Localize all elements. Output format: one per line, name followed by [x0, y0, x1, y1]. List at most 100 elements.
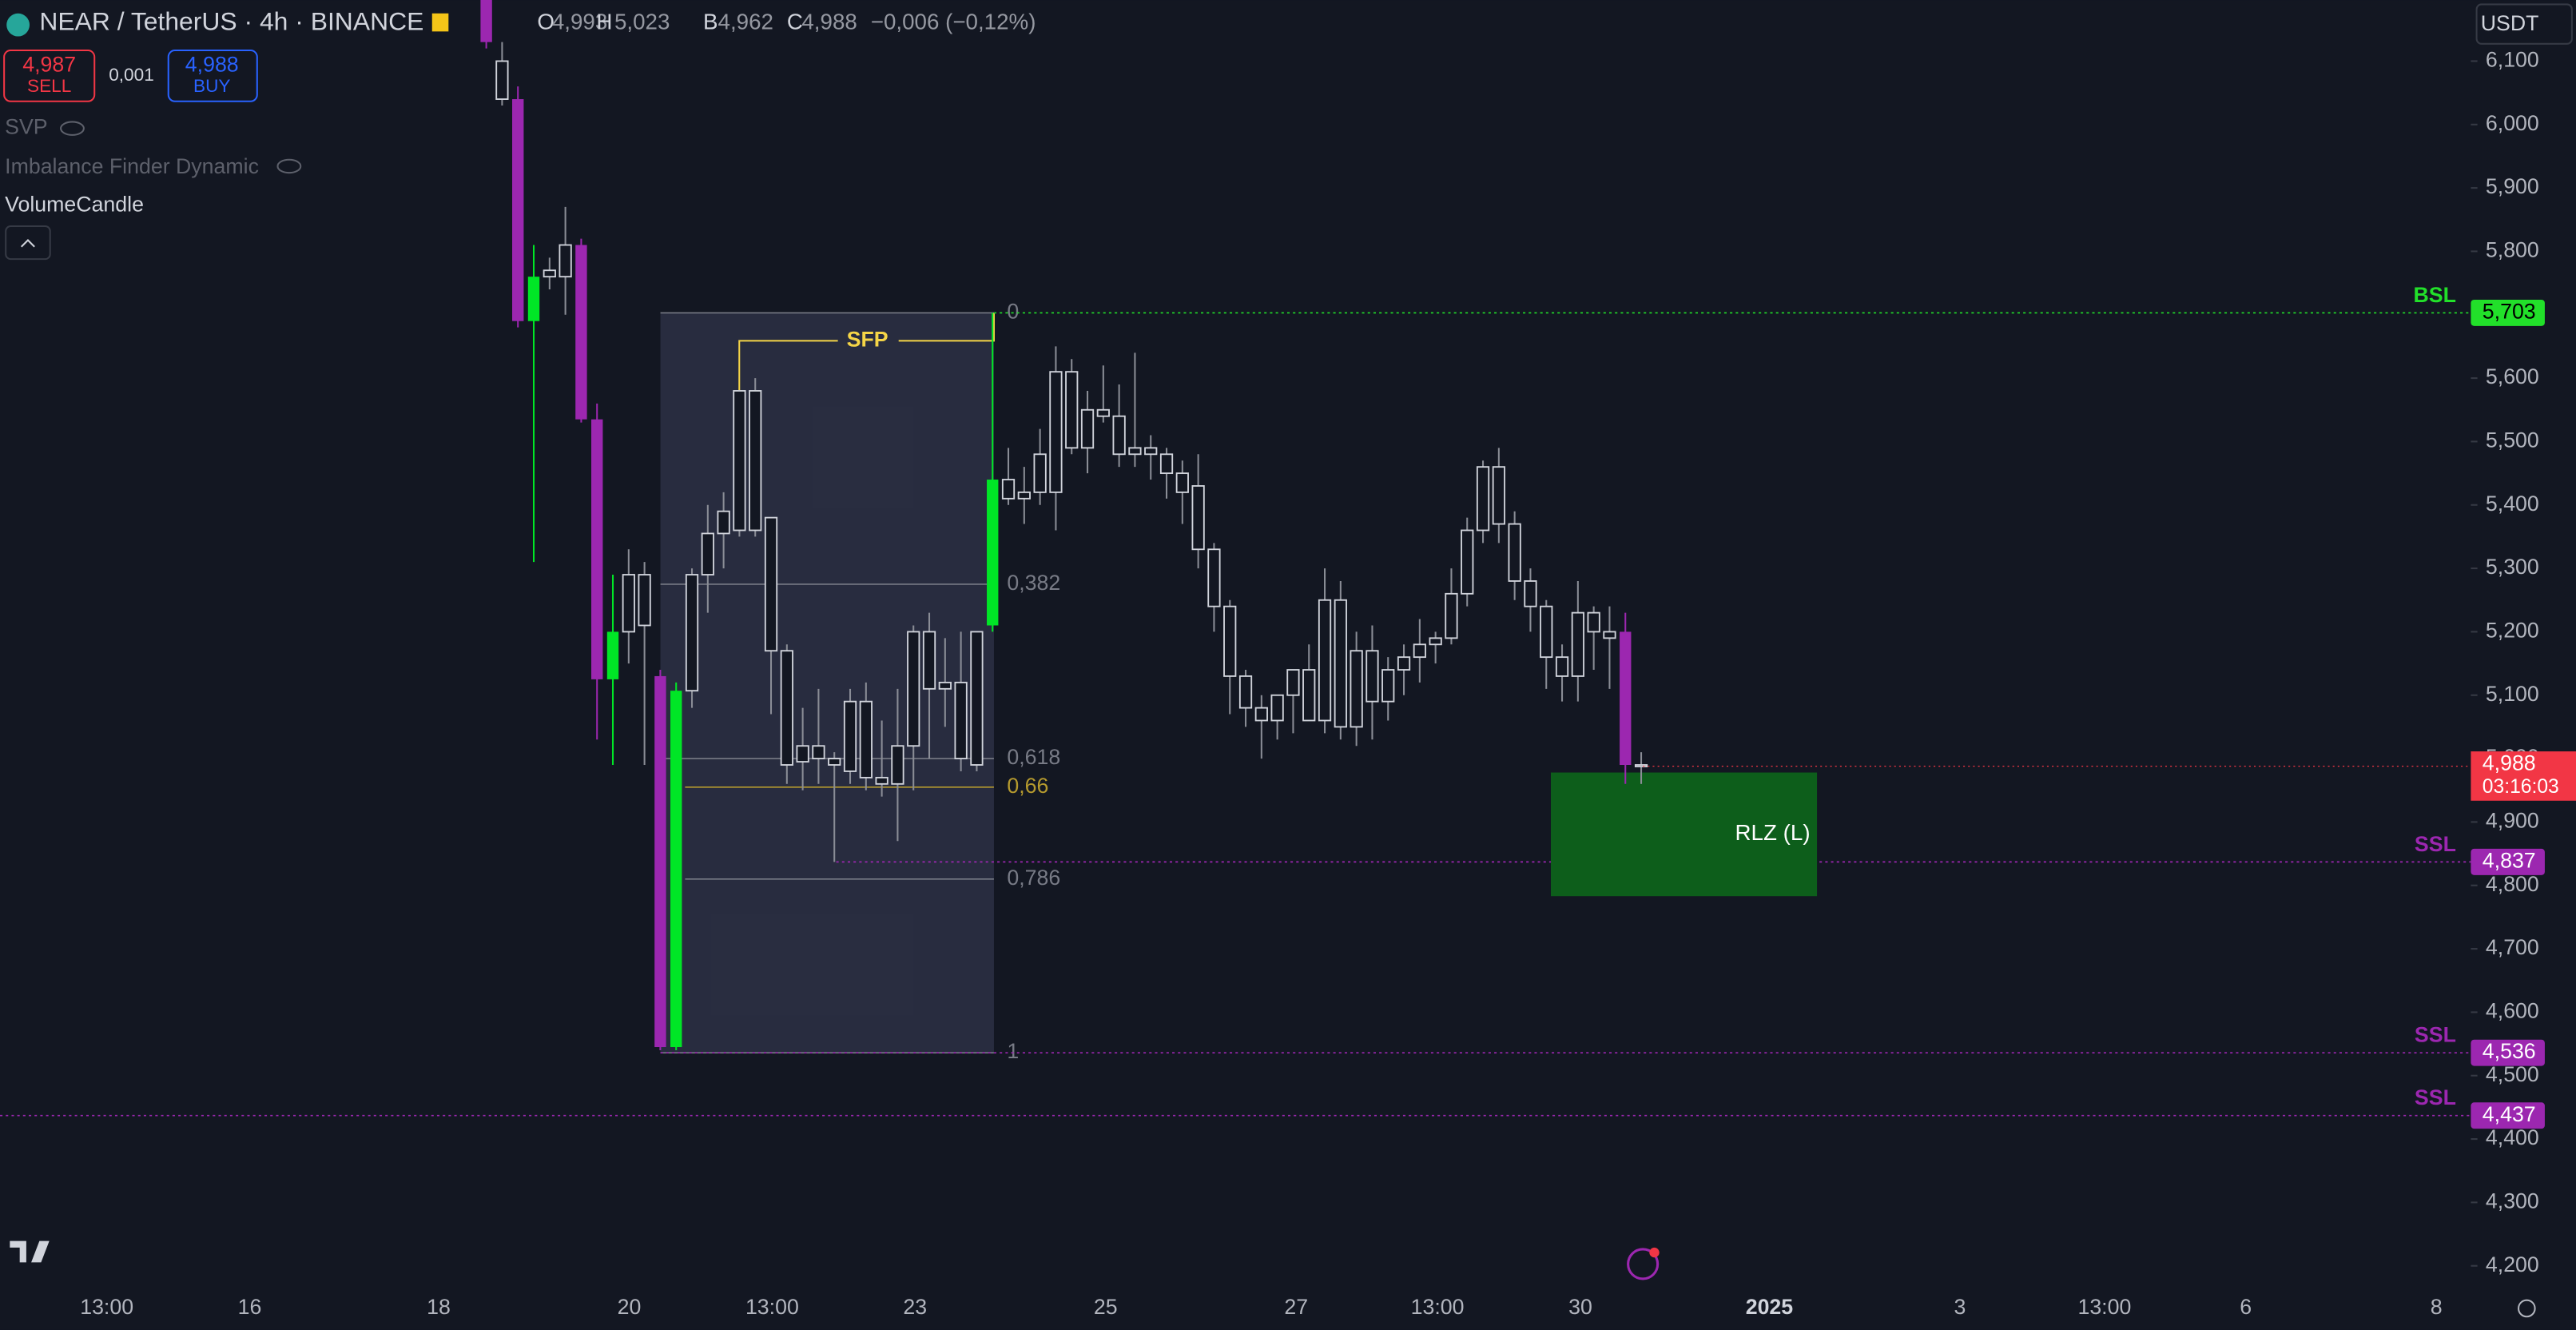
candle-body — [733, 390, 746, 532]
candle-body — [622, 574, 635, 633]
x-tick-label: 13:00 — [80, 1295, 133, 1319]
candle-body — [1587, 611, 1600, 633]
fib-label: 0 — [1007, 299, 1019, 323]
candle-body — [1128, 447, 1142, 456]
y-tick-label: 4,700 — [2486, 935, 2539, 959]
candle-body — [1366, 650, 1379, 703]
badge — [1649, 1247, 1660, 1258]
candle-body — [1065, 371, 1079, 449]
x-tick-label: 13:00 — [1411, 1295, 1465, 1319]
candle-body — [764, 516, 778, 652]
candle-body — [1033, 453, 1047, 493]
zone-label: RLZ (L) — [1735, 820, 1811, 845]
candle-body — [1381, 669, 1395, 703]
candle-body — [1620, 631, 1632, 766]
legend-key: H — [596, 9, 612, 34]
logo — [10, 1240, 50, 1263]
x-tick-label: 13:00 — [2077, 1295, 2131, 1319]
hidden-icon[interactable] — [276, 158, 302, 174]
candle-body — [987, 480, 999, 626]
candle-body — [527, 277, 540, 321]
candle-body — [717, 510, 730, 535]
fib-label: 0,382 — [1007, 571, 1060, 595]
legend-key: B — [703, 9, 718, 34]
candle-body — [954, 681, 968, 760]
x-tick-label: 3 — [1954, 1295, 1966, 1319]
fib-label: 0,786 — [1007, 866, 1060, 890]
candle-body — [828, 758, 841, 766]
hidden-icon[interactable] — [60, 121, 85, 136]
candle-body — [1207, 548, 1221, 607]
x-tick-label: 25 — [1094, 1295, 1118, 1319]
candle-body — [1238, 675, 1253, 709]
current-price: 4,988 — [2483, 751, 2536, 775]
y-tick-label: 5,600 — [2486, 364, 2539, 388]
candle-body — [1049, 371, 1063, 493]
collapse-button[interactable] — [5, 225, 51, 261]
indicator[interactable]: Imbalance Finder Dynamic — [5, 154, 259, 178]
candle-body — [1001, 479, 1016, 500]
y-tick-label: 4,300 — [2486, 1189, 2539, 1213]
fib-label: 1 — [1007, 1039, 1019, 1063]
candle-body — [1634, 764, 1648, 767]
x-tick-label: 13:00 — [745, 1295, 799, 1319]
candle-body — [559, 244, 572, 278]
candle-body — [970, 631, 984, 766]
candle-body — [1461, 529, 1474, 595]
candle-body — [922, 631, 936, 690]
candle-body — [1350, 650, 1363, 728]
candle-body — [780, 650, 793, 766]
candle-body — [1286, 669, 1300, 696]
candle-body — [701, 532, 714, 575]
candle-body — [907, 631, 920, 747]
x-tick-label: 6 — [2240, 1295, 2252, 1319]
currency-button[interactable] — [2475, 3, 2573, 45]
candle-body — [512, 99, 524, 321]
candle-body — [1159, 453, 1174, 475]
y-tick-label: 6,100 — [2486, 48, 2539, 72]
price-tag-label: 5,703 — [2483, 299, 2536, 323]
change: −0,006 (−0,12%) — [871, 9, 1036, 34]
candle-body — [938, 681, 952, 690]
y-tick-label: 4,800 — [2486, 872, 2539, 896]
y-tick-label: 5,800 — [2486, 238, 2539, 262]
candle-body — [812, 745, 825, 760]
candle-body — [891, 745, 904, 785]
candle-body — [606, 631, 619, 679]
candle-body — [638, 574, 651, 627]
candle-body — [654, 675, 666, 1048]
candle-body — [843, 700, 857, 772]
flash-icon[interactable] — [1627, 1248, 1660, 1280]
sell-button[interactable] — [3, 49, 96, 102]
candle-body — [1096, 408, 1110, 417]
y-tick-label: 4,600 — [2486, 998, 2539, 1022]
candle-body — [575, 245, 587, 420]
x-tick-label: 8 — [2431, 1295, 2443, 1319]
x-tick-label: 30 — [1568, 1295, 1592, 1319]
level-name: SSL — [2415, 1085, 2456, 1109]
indicator[interactable]: SVP — [5, 115, 47, 139]
sell-label: SELL — [27, 76, 71, 96]
legend-key: C — [787, 9, 803, 34]
sfp-label: SFP — [847, 327, 888, 351]
candle-body — [1476, 466, 1490, 532]
candle-body — [1017, 491, 1031, 500]
current-price-tag — [2471, 751, 2576, 801]
indicator[interactable]: VolumeCandle — [5, 192, 144, 216]
price-tag-label: 4,837 — [2483, 848, 2536, 872]
buy-price: 4,988 — [185, 53, 239, 77]
y-tick-label: 5,900 — [2486, 174, 2539, 198]
flag-icon — [431, 13, 449, 32]
candle-body — [749, 390, 762, 532]
settings-icon[interactable] — [2518, 1299, 2536, 1318]
y-tick-label: 5,300 — [2486, 555, 2539, 579]
buy-button[interactable] — [167, 49, 258, 102]
x-tick-label: 2025 — [1746, 1295, 1794, 1319]
candle-body — [543, 269, 556, 278]
level-name: SSL — [2415, 832, 2456, 856]
candle-body — [1080, 408, 1095, 449]
x-tick-label: 16 — [238, 1295, 262, 1319]
y-tick-label: 5,400 — [2486, 492, 2539, 516]
